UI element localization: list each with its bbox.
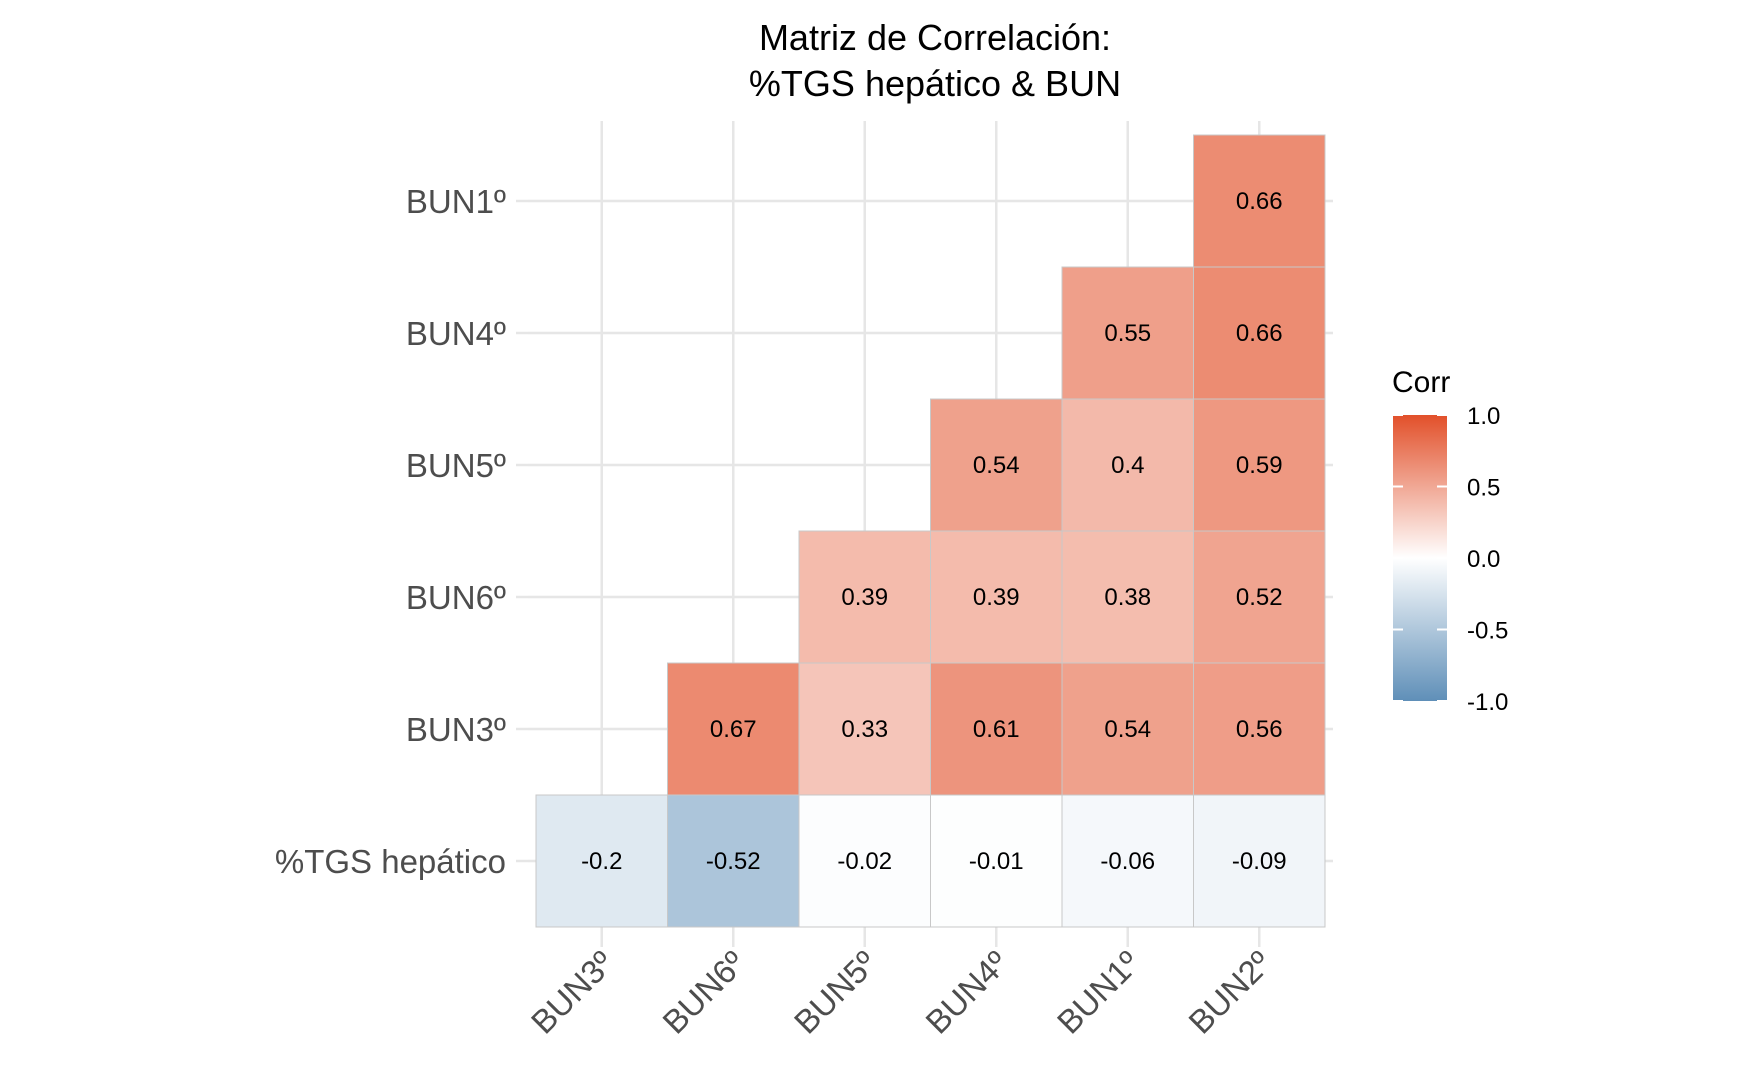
heatmap-cell bbox=[1193, 530, 1326, 664]
chart-title-line-1: Matriz de Correlación: bbox=[759, 17, 1111, 58]
cell-value-label: 0.56 bbox=[1236, 716, 1283, 743]
cell-value-label: 0.54 bbox=[973, 452, 1020, 479]
heatmap-cell bbox=[930, 530, 1063, 664]
chart-title-line-2: %TGS hepático & BUN bbox=[749, 63, 1121, 104]
heatmap-cell bbox=[1193, 662, 1326, 796]
cell-value-label: 0.67 bbox=[710, 716, 757, 743]
y-tick-label: BUN3º bbox=[406, 711, 506, 748]
cell-value-label: -0.09 bbox=[1232, 848, 1287, 875]
cell-value-label: 0.38 bbox=[1104, 584, 1151, 611]
cell-value-label: -0.2 bbox=[581, 848, 622, 875]
heatmap-cells: -0.2 -0.52 -0.02 -0.01 -0.06 -0.09 0.67 0.33 0.6… bbox=[535, 134, 1326, 928]
heatmap-cell bbox=[930, 794, 1063, 928]
cell-value-label: 0.52 bbox=[1236, 584, 1283, 611]
cell-value-label: -0.52 bbox=[706, 848, 761, 875]
cell-value-label: 0.66 bbox=[1236, 188, 1283, 215]
heatmap-cell bbox=[1061, 266, 1194, 400]
y-tick-label: BUN4º bbox=[406, 315, 506, 352]
legend-title: Corr bbox=[1392, 366, 1450, 399]
cell-value-label: 0.4 bbox=[1111, 452, 1144, 479]
heatmap-cell bbox=[930, 398, 1063, 532]
heatmap-cell bbox=[798, 530, 931, 664]
heatmap-cell bbox=[1061, 662, 1194, 796]
heatmap-cell bbox=[1193, 266, 1326, 400]
heatmap-cell bbox=[930, 662, 1063, 796]
cell-value-label: -0.06 bbox=[1100, 848, 1155, 875]
heatmap-cell bbox=[1061, 530, 1194, 664]
cell-value-label: 0.61 bbox=[973, 716, 1020, 743]
legend-tick-label: -1.0 bbox=[1467, 689, 1508, 716]
cell-value-label: 0.39 bbox=[841, 584, 888, 611]
heatmap-cell bbox=[667, 662, 800, 796]
cell-value-label: 0.39 bbox=[973, 584, 1020, 611]
legend-tick-label: 1.0 bbox=[1467, 403, 1500, 430]
legend-tick-label: -0.5 bbox=[1467, 618, 1508, 645]
y-tick-label: BUN1º bbox=[406, 183, 506, 220]
cell-value-label: 0.55 bbox=[1104, 320, 1151, 347]
color-legend: Corr 1.0 0.5 0.0 -0.5 -1.0 bbox=[1392, 366, 1508, 716]
cell-value-label: 0.33 bbox=[841, 716, 888, 743]
cell-value-label: -0.02 bbox=[837, 848, 892, 875]
heatmap-cell bbox=[1193, 794, 1326, 928]
cell-value-label: 0.66 bbox=[1236, 320, 1283, 347]
heatmap-cell bbox=[535, 794, 668, 928]
cell-value-label: 0.54 bbox=[1104, 716, 1151, 743]
cell-value-label: -0.01 bbox=[969, 848, 1024, 875]
heatmap-cell bbox=[1061, 398, 1194, 532]
heatmap-cell bbox=[1061, 794, 1194, 928]
y-tick-label: BUN5º bbox=[406, 447, 506, 484]
y-tick-label: %TGS hepático bbox=[275, 843, 506, 880]
heatmap-cell bbox=[1193, 134, 1326, 268]
cell-value-label: 0.59 bbox=[1236, 452, 1283, 479]
y-tick-label: BUN6º bbox=[406, 579, 506, 616]
legend-tick-label: 0.0 bbox=[1467, 546, 1500, 573]
legend-tick-label: 0.5 bbox=[1467, 475, 1500, 502]
heatmap-cell bbox=[798, 794, 931, 928]
